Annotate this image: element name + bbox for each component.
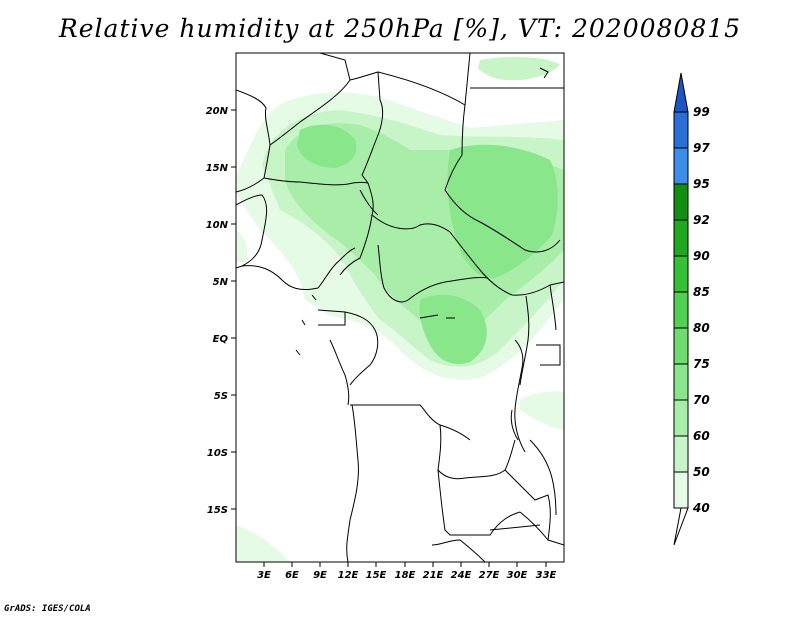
colorbar-label: 40: [692, 501, 710, 515]
colorbar-label: 80: [693, 321, 710, 335]
colorbar-label: 85: [693, 285, 710, 299]
colorbar-label: 70: [693, 393, 710, 407]
lat-label: 5N: [213, 277, 229, 288]
lon-axis: 3E 6E 9E 12E 15E 18E 21E 24E 27E 30E 33E: [257, 562, 557, 581]
colorbar-segment: [673, 111, 689, 149]
lat-label: 15S: [207, 505, 228, 516]
lon-label: 12E: [338, 570, 359, 581]
colorbar-segment: [673, 399, 689, 437]
colorbar-label: 60: [693, 429, 710, 443]
lat-axis: 20N 15N 10N 5N EQ 5S 10S 15S: [206, 106, 236, 516]
colorbar-upper-arrow: [673, 72, 689, 113]
colorbar-label: 99: [693, 105, 710, 119]
lat-label: 10S: [207, 448, 228, 459]
colorbar-label: 92: [693, 213, 710, 227]
country-borders: [236, 53, 564, 562]
colorbar-label: 97: [693, 141, 710, 155]
map-frame: [235, 52, 565, 563]
lat-label: 5S: [214, 391, 228, 402]
lon-label: 3E: [257, 570, 271, 581]
humidity-field: [236, 57, 564, 562]
colorbar-lower-arrow: [673, 507, 689, 546]
colorbar-segment: [673, 255, 689, 293]
colorbar: 40 50 60 70 75 80 85 90 92 95 97 99: [673, 72, 710, 546]
colorbar-label: 95: [693, 177, 710, 191]
lon-label: 6E: [285, 570, 299, 581]
lat-label: EQ: [213, 334, 229, 345]
colorbar-segment: [673, 147, 689, 185]
colorbar-segment: [673, 219, 689, 257]
lon-label: 33E: [536, 570, 557, 581]
lon-label: 18E: [395, 570, 416, 581]
lon-label: 30E: [507, 570, 528, 581]
colorbar-label: 50: [693, 465, 710, 479]
map-title: Relative humidity at 250hPa [%], VT: 202…: [58, 14, 742, 43]
lat-label: 20N: [206, 106, 229, 117]
lat-label: 10N: [206, 220, 229, 231]
colorbar-segment: [673, 183, 689, 221]
colorbar-segment: [673, 327, 689, 365]
lon-label: 27E: [479, 570, 500, 581]
colorbar-segment: [673, 363, 689, 401]
lat-label: 15N: [206, 163, 229, 174]
lon-label: 15E: [366, 570, 387, 581]
colorbar-segment: [673, 471, 689, 509]
colorbar-segment: [673, 291, 689, 329]
grads-credit: GrADS: IGES/COLA: [4, 604, 91, 614]
lon-label: 21E: [423, 570, 444, 581]
lon-label: 9E: [313, 570, 327, 581]
colorbar-label: 90: [693, 249, 710, 263]
lon-label: 24E: [451, 570, 472, 581]
colorbar-label: 75: [693, 357, 710, 371]
colorbar-segment: [673, 435, 689, 473]
